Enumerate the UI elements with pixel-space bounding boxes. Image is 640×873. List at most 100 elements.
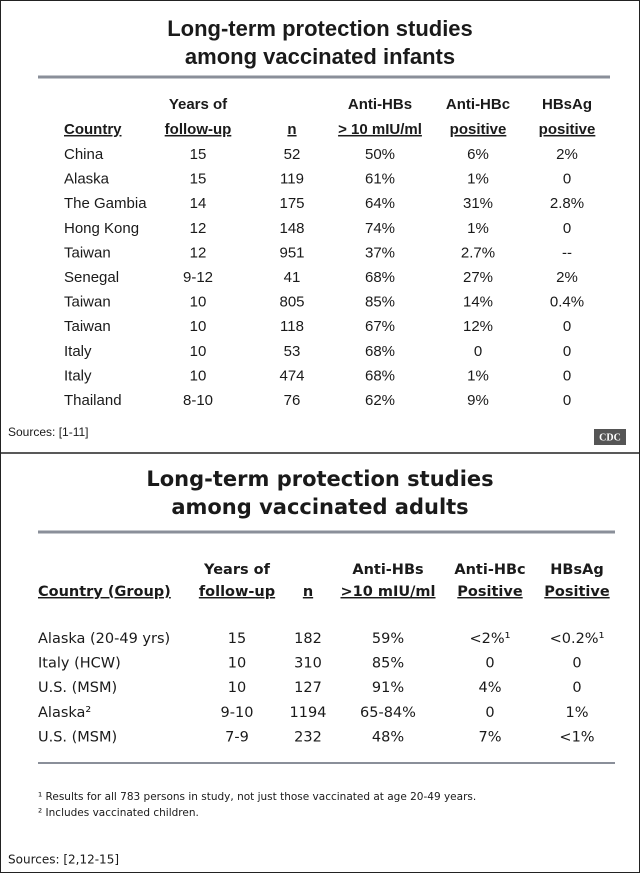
table-cell: Italy: [64, 343, 92, 360]
table-cell: Senegal: [64, 269, 119, 286]
column-header: Country: [64, 121, 122, 138]
table-cell: U.S. (MSM): [38, 729, 117, 745]
table-cell: 61%: [365, 171, 395, 188]
table-cell: 9-12: [183, 269, 213, 286]
table-cell: 53: [284, 343, 301, 360]
table-cell: 10: [190, 367, 207, 384]
table-cell: <1%: [559, 729, 594, 745]
table-cell: 14%: [463, 294, 493, 311]
table-cell: 0: [563, 343, 571, 360]
table-cell: Alaska (20-49 yrs): [38, 631, 170, 647]
slide-title: among vaccinated adults: [171, 495, 468, 519]
footnote: ¹ Results for all 783 persons in study, …: [38, 791, 476, 803]
table-cell: 68%: [365, 269, 395, 286]
table-cell: Alaska: [64, 171, 110, 188]
table-cell: 8-10: [183, 392, 213, 409]
table-cell: 64%: [365, 195, 395, 212]
table-cell: 14: [190, 195, 207, 212]
table-cell: 127: [294, 680, 322, 696]
column-header: Anti-HBc: [446, 96, 510, 113]
table-cell: 118: [280, 318, 304, 335]
column-header: positive: [450, 121, 507, 138]
table-cell: 4%: [478, 680, 501, 696]
table-cell: 67%: [365, 318, 395, 335]
column-header: Country (Group): [38, 584, 171, 600]
table-cell: 1%: [467, 220, 489, 237]
slide-title: Long-term protection studies: [167, 16, 473, 41]
table-cell: 0: [572, 656, 581, 672]
table-cell: 1%: [467, 367, 489, 384]
column-header: >10 mIU/ml: [340, 584, 435, 600]
table-cell: 9%: [467, 392, 489, 409]
table-cell: 148: [279, 220, 304, 237]
table-cell: 474: [279, 367, 304, 384]
table-cell: 12: [190, 220, 207, 237]
table-cell: 15: [228, 631, 246, 647]
table-cell: 0: [563, 220, 571, 237]
table-cell: 232: [294, 729, 322, 745]
column-header: positive: [539, 121, 596, 138]
table-cell: 59%: [372, 631, 404, 647]
table-cell: 65-84%: [360, 705, 416, 721]
table-cell: 2%: [556, 269, 578, 286]
table-cell: 15: [190, 146, 207, 163]
table-cell: 7-9: [225, 729, 249, 745]
table-cell: Taiwan: [64, 318, 111, 335]
column-header: Anti-HBs: [352, 562, 423, 578]
column-header: Anti-HBs: [348, 96, 412, 113]
table-cell: Hong Kong: [64, 220, 139, 237]
table-cell: 6%: [467, 146, 489, 163]
table-cell: 0: [563, 367, 571, 384]
column-header: Years of: [169, 96, 228, 113]
table-cell: 68%: [365, 343, 395, 360]
table-cell: 0: [485, 656, 494, 672]
slide-title: Long-term protection studies: [146, 467, 493, 491]
column-header: HBsAg: [542, 96, 592, 113]
table-cell: 0: [563, 392, 571, 409]
table-cell: 0: [563, 171, 571, 188]
slide-title: among vaccinated infants: [185, 44, 455, 69]
table-cell: 68%: [365, 367, 395, 384]
table-cell: 85%: [372, 656, 404, 672]
table-cell: 10: [190, 318, 207, 335]
table-cell: 2.7%: [461, 244, 495, 261]
table-cell: 37%: [365, 244, 395, 261]
table-cell: 1194: [290, 705, 327, 721]
table-cell: 805: [279, 294, 304, 311]
table-cell: Taiwan: [64, 294, 111, 311]
slide-1: Long-term protection studies among vaccin…: [8, 16, 626, 445]
table-cell: 10: [228, 656, 246, 672]
slide-2: Long-term protection studies among vaccin…: [8, 467, 615, 867]
table-cell: Taiwan: [64, 244, 111, 261]
logo: CDC: [599, 432, 621, 443]
table-cell: 1%: [467, 171, 489, 188]
table-cell: --: [562, 244, 572, 261]
column-header: Anti-HBc: [454, 562, 525, 578]
table-cell: 10: [190, 343, 207, 360]
table-cell: <0.2%¹: [550, 631, 605, 647]
logo-box: [594, 429, 626, 445]
table-cell: 10: [190, 294, 207, 311]
sources: Sources: [1-11]: [8, 425, 88, 439]
column-header: Positive: [544, 584, 610, 600]
table-cell: 1%: [565, 705, 588, 721]
table-cell: 182: [294, 631, 322, 647]
table-cell: 85%: [365, 294, 395, 311]
column-header: > 10 mIU/ml: [338, 121, 422, 138]
table-cell: 12%: [463, 318, 493, 335]
table-cell: 91%: [372, 680, 404, 696]
table-cell: <2%¹: [470, 631, 511, 647]
table-cell: 12: [190, 244, 207, 261]
table-cell: U.S. (MSM): [38, 680, 117, 696]
column-header: follow-up: [165, 121, 232, 138]
table-cell: The Gambia: [64, 195, 147, 212]
table-cell: 27%: [463, 269, 493, 286]
footnote: ² Includes vaccinated children.: [38, 807, 199, 819]
table-cell: 175: [279, 195, 304, 212]
table-cell: 7%: [478, 729, 501, 745]
column-header: n: [303, 584, 313, 600]
table-cell: 0: [474, 343, 482, 360]
column-header: Years of: [203, 562, 271, 578]
table-cell: Alaska²: [38, 705, 91, 721]
